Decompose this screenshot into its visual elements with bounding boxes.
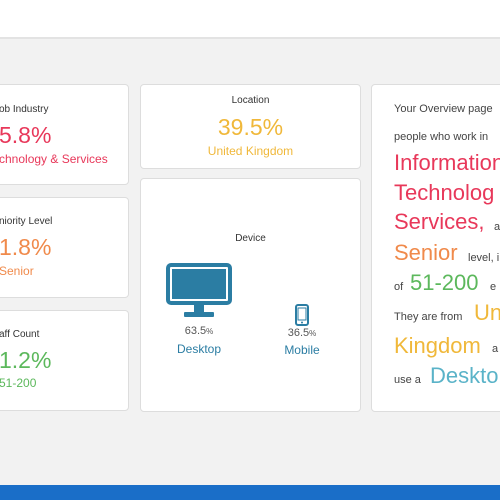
- overview-seniority-suffix: level, i: [468, 252, 500, 264]
- device-card: Device 63.5% Desktop 36.5% Mobile: [140, 178, 361, 412]
- overview-use-a: use a: [394, 374, 421, 386]
- job-industry-card: ob Industry 5.8% chnology & Services: [0, 84, 129, 185]
- device-title: Device: [235, 233, 266, 244]
- staff-count-label: 51-200: [0, 376, 37, 390]
- overview-seniority-word: Senior: [394, 240, 458, 265]
- desktop-percentage: 63.5%: [184, 325, 214, 337]
- overview-industry-word-2: Technolog: [394, 180, 495, 205]
- job-industry-value: 5.8%: [0, 122, 52, 148]
- job-industry-title: ob Industry: [0, 104, 49, 115]
- seniority-level-value: 1.8%: [0, 234, 52, 260]
- mobile-label: Mobile: [284, 343, 320, 357]
- overview-industry-suffix: a: [494, 221, 500, 233]
- bottom-bar: [0, 485, 500, 500]
- seniority-level-label: Senior: [0, 264, 34, 278]
- overview-staff-word: 51-200: [410, 270, 479, 295]
- mobile-percentage: 36.5%: [287, 327, 317, 339]
- overview-industry-word-3: Services,: [394, 209, 485, 234]
- overview-location-word-2: Kingdom: [394, 333, 481, 358]
- job-industry-label: chnology & Services: [0, 152, 108, 166]
- staff-count-title: aff Count: [0, 329, 40, 340]
- desktop-monitor-icon: [166, 263, 232, 317]
- location-card: Location 39.5% United Kingdom: [140, 84, 361, 169]
- overview-card: [371, 84, 500, 412]
- overview-people-line: people who work in: [394, 131, 489, 143]
- staff-count-card: aff Count 1.2% 51-200: [0, 310, 129, 411]
- seniority-level-card: niority Level 1.8% Senior: [0, 197, 129, 298]
- seniority-level-title: niority Level: [0, 216, 53, 227]
- staff-count-value: 1.2%: [0, 347, 52, 373]
- overview-industry-word-1: Information: [394, 150, 500, 175]
- location-title: Location: [231, 95, 270, 106]
- overview-location-suffix: a: [492, 343, 499, 355]
- desktop-label: Desktop: [176, 342, 222, 356]
- mobile-phone-icon: [295, 304, 309, 326]
- overview-location-word-1: Un: [474, 300, 500, 325]
- overview-of-word: of: [394, 281, 404, 293]
- overview-staff-suffix: e: [490, 281, 497, 293]
- overview-from-line: They are from: [394, 311, 463, 323]
- top-bar-divider: [0, 37, 500, 39]
- location-label: United Kingdom: [207, 144, 294, 158]
- overview-device-word: Deskto: [430, 363, 499, 388]
- overview-intro-line: Your Overview page: [394, 103, 493, 115]
- location-value: 39.5%: [217, 114, 284, 140]
- top-bar: [0, 0, 500, 38]
